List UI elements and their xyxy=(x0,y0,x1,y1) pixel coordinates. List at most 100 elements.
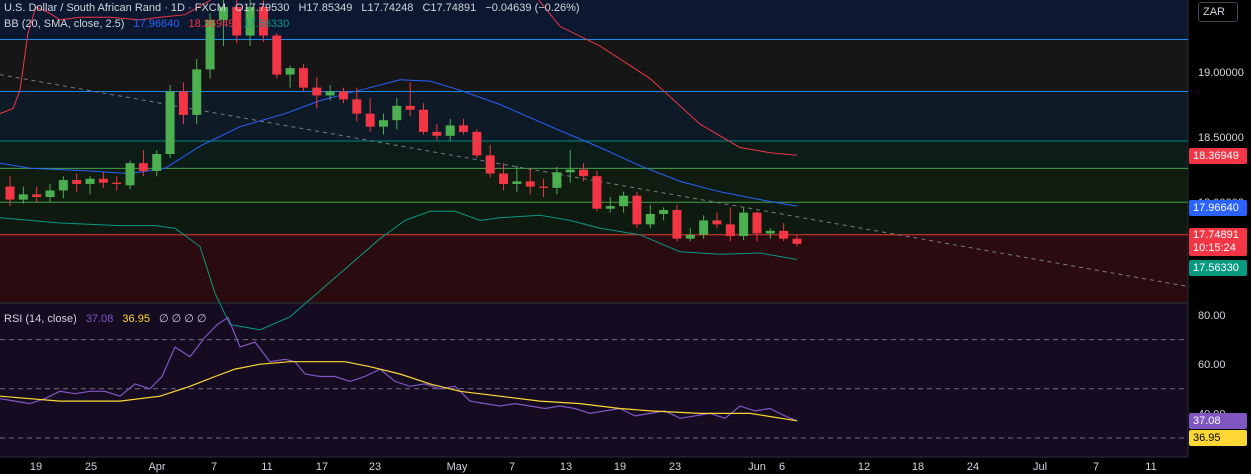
candle[interactable] xyxy=(365,113,375,127)
candle[interactable] xyxy=(539,186,549,188)
zone-band-2 xyxy=(0,91,1188,142)
candle[interactable] xyxy=(792,238,802,244)
candle[interactable] xyxy=(739,212,749,237)
candle[interactable] xyxy=(325,91,335,96)
candle[interactable] xyxy=(58,180,68,191)
time-axis-label[interactable]: May xyxy=(447,461,468,473)
candle[interactable] xyxy=(472,131,482,156)
candle[interactable] xyxy=(592,176,602,209)
time-axis-label[interactable]: Jul xyxy=(1033,461,1047,473)
candle[interactable] xyxy=(285,68,295,75)
candle[interactable] xyxy=(32,194,42,197)
candle[interactable] xyxy=(18,194,28,200)
candle[interactable] xyxy=(765,230,775,234)
candle[interactable] xyxy=(218,6,228,20)
time-axis-label[interactable]: 23 xyxy=(669,461,681,473)
ohlc-low: L17.74248 xyxy=(361,2,414,14)
time-axis-label[interactable]: 7 xyxy=(211,461,217,473)
candle[interactable] xyxy=(125,163,135,186)
candle[interactable] xyxy=(5,186,15,200)
candle[interactable] xyxy=(779,230,789,239)
candle[interactable] xyxy=(725,224,735,237)
candle[interactable] xyxy=(85,178,95,184)
bb-upper-line xyxy=(0,0,798,156)
time-axis-label[interactable]: 19 xyxy=(614,461,626,473)
time-axis-label[interactable]: 7 xyxy=(509,461,515,473)
candle[interactable] xyxy=(378,120,388,127)
candle[interactable] xyxy=(565,169,575,173)
candle[interactable] xyxy=(419,109,429,132)
time-axis-label[interactable]: 11 xyxy=(1145,461,1156,473)
currency-label[interactable]: ZAR xyxy=(1198,2,1238,22)
bb-lower-line xyxy=(0,210,798,331)
candle[interactable] xyxy=(712,220,722,225)
candle[interactable] xyxy=(445,125,455,136)
bb-lower-value: 17.56330 xyxy=(243,18,290,30)
candle[interactable] xyxy=(752,212,762,234)
candle[interactable] xyxy=(405,105,415,110)
candle[interactable] xyxy=(338,91,348,100)
candle[interactable] xyxy=(392,105,402,121)
time-axis-label[interactable]: 13 xyxy=(560,461,572,473)
candle[interactable] xyxy=(45,190,55,197)
candle[interactable] xyxy=(645,213,655,225)
candle[interactable] xyxy=(232,6,242,36)
candle[interactable] xyxy=(112,182,122,184)
candle[interactable] xyxy=(205,19,215,70)
candle[interactable] xyxy=(552,172,562,188)
candle[interactable] xyxy=(459,125,469,132)
time-axis-label[interactable]: 18 xyxy=(912,461,924,473)
time-axis-label[interactable]: 11 xyxy=(261,461,272,473)
bb-label[interactable]: BB (20, SMA, close, 2.5) xyxy=(4,18,125,30)
candle[interactable] xyxy=(272,35,282,75)
candle[interactable] xyxy=(632,195,642,225)
time-axis-label[interactable]: Jun xyxy=(748,461,766,473)
candle[interactable] xyxy=(579,169,589,177)
time-axis-label[interactable]: 23 xyxy=(369,461,381,473)
candle[interactable] xyxy=(298,68,308,88)
candle[interactable] xyxy=(699,220,709,235)
last-price: 17.74891 xyxy=(1193,229,1239,241)
candle[interactable] xyxy=(499,173,509,184)
candle[interactable] xyxy=(192,69,202,115)
rsi-price-tag: 37.08 xyxy=(1189,413,1247,429)
time-axis-label[interactable]: 25 xyxy=(85,461,97,473)
candle[interactable] xyxy=(138,163,148,171)
time-axis-label[interactable]: 12 xyxy=(858,461,870,473)
candle[interactable] xyxy=(165,91,175,155)
candle[interactable] xyxy=(432,131,442,136)
candle[interactable] xyxy=(245,6,255,36)
candle[interactable] xyxy=(72,180,82,184)
candle[interactable] xyxy=(512,181,522,184)
candle[interactable] xyxy=(258,6,268,36)
candle[interactable] xyxy=(178,91,188,115)
time-axis-label[interactable]: Apr xyxy=(148,461,165,473)
bb-header[interactable]: BB (20, SMA, close, 2.5) 17.96640 18.369… xyxy=(4,17,295,31)
bb-upper-value: 18.36949 xyxy=(188,18,235,30)
candle[interactable] xyxy=(605,206,615,209)
rsi-empty-values: ∅ ∅ ∅ ∅ xyxy=(159,313,207,325)
rsi-label[interactable]: RSI (14, close) xyxy=(4,313,77,325)
time-axis-label[interactable]: 19 xyxy=(30,461,42,473)
candle[interactable] xyxy=(312,87,322,96)
candle[interactable] xyxy=(685,234,695,239)
time-axis-label[interactable]: 7 xyxy=(1093,461,1099,473)
candle[interactable] xyxy=(525,181,535,187)
candle[interactable] xyxy=(152,154,162,171)
candle[interactable] xyxy=(672,210,682,239)
candle[interactable] xyxy=(619,195,629,207)
time-axis-label[interactable]: 17 xyxy=(316,461,328,473)
time-axis-label[interactable]: 24 xyxy=(967,461,979,473)
time-axis-label[interactable]: 6 xyxy=(779,461,785,473)
candle[interactable] xyxy=(352,99,362,114)
zone-band-6 xyxy=(0,234,1188,302)
candle[interactable] xyxy=(98,178,108,183)
symbol-title[interactable]: U.S. Dollar / South African Rand · 1D · … xyxy=(4,2,226,14)
candle[interactable] xyxy=(485,155,495,174)
candle[interactable] xyxy=(659,210,669,214)
bb-basis-value: 17.96640 xyxy=(133,18,180,30)
bar-countdown: 10:15:24 xyxy=(1193,242,1236,254)
rsi-header[interactable]: RSI (14, close) 37.08 36.95 ∅ ∅ ∅ ∅ xyxy=(4,312,213,326)
